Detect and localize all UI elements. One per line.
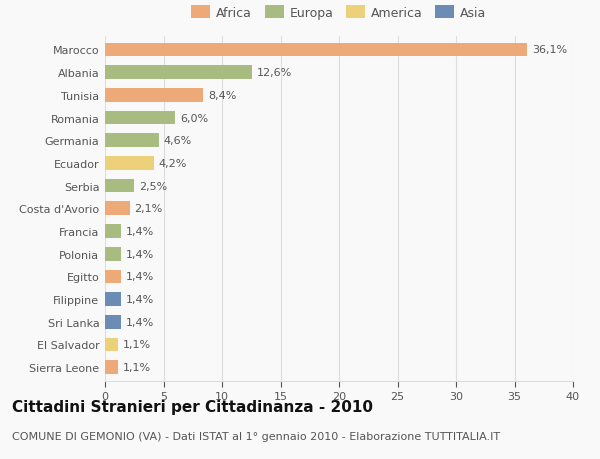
Bar [105, 202, 130, 216]
Legend: Africa, Europa, America, Asia: Africa, Europa, America, Asia [188, 2, 490, 23]
Text: 1,4%: 1,4% [126, 226, 154, 236]
Text: 2,5%: 2,5% [139, 181, 167, 191]
Bar [105, 66, 253, 80]
Bar [105, 293, 121, 306]
Text: 36,1%: 36,1% [532, 45, 567, 55]
Bar [105, 89, 203, 102]
Text: 4,2%: 4,2% [159, 158, 187, 168]
Bar [105, 112, 175, 125]
Bar [105, 44, 527, 57]
Text: COMUNE DI GEMONIO (VA) - Dati ISTAT al 1° gennaio 2010 - Elaborazione TUTTITALIA: COMUNE DI GEMONIO (VA) - Dati ISTAT al 1… [12, 431, 500, 442]
Bar [105, 361, 118, 374]
Bar [105, 134, 159, 148]
Bar [105, 225, 121, 238]
Bar [105, 179, 134, 193]
Text: 1,1%: 1,1% [122, 363, 151, 372]
Text: 6,0%: 6,0% [180, 113, 208, 123]
Text: 4,6%: 4,6% [163, 136, 192, 146]
Text: 1,4%: 1,4% [126, 272, 154, 282]
Text: 8,4%: 8,4% [208, 90, 236, 101]
Text: 1,1%: 1,1% [122, 340, 151, 350]
Text: 2,1%: 2,1% [134, 204, 163, 214]
Text: Cittadini Stranieri per Cittadinanza - 2010: Cittadini Stranieri per Cittadinanza - 2… [12, 399, 373, 414]
Bar [105, 247, 121, 261]
Bar [105, 315, 121, 329]
Bar [105, 270, 121, 284]
Bar [105, 338, 118, 352]
Text: 1,4%: 1,4% [126, 249, 154, 259]
Text: 1,4%: 1,4% [126, 294, 154, 304]
Text: 1,4%: 1,4% [126, 317, 154, 327]
Bar [105, 157, 154, 170]
Text: 12,6%: 12,6% [257, 68, 292, 78]
